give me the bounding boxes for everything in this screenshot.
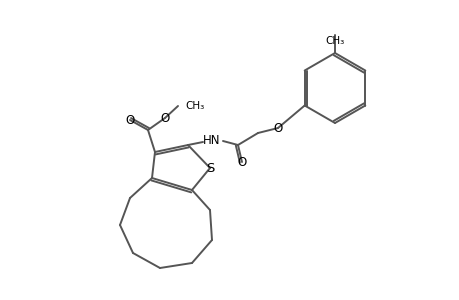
Text: S: S: [205, 161, 214, 175]
Text: CH₃: CH₃: [185, 101, 204, 111]
Text: HN: HN: [203, 134, 220, 146]
Text: O: O: [273, 122, 282, 134]
Text: O: O: [237, 155, 246, 169]
Text: O: O: [125, 113, 134, 127]
Text: O: O: [160, 112, 169, 124]
Text: CH₃: CH₃: [325, 36, 344, 46]
